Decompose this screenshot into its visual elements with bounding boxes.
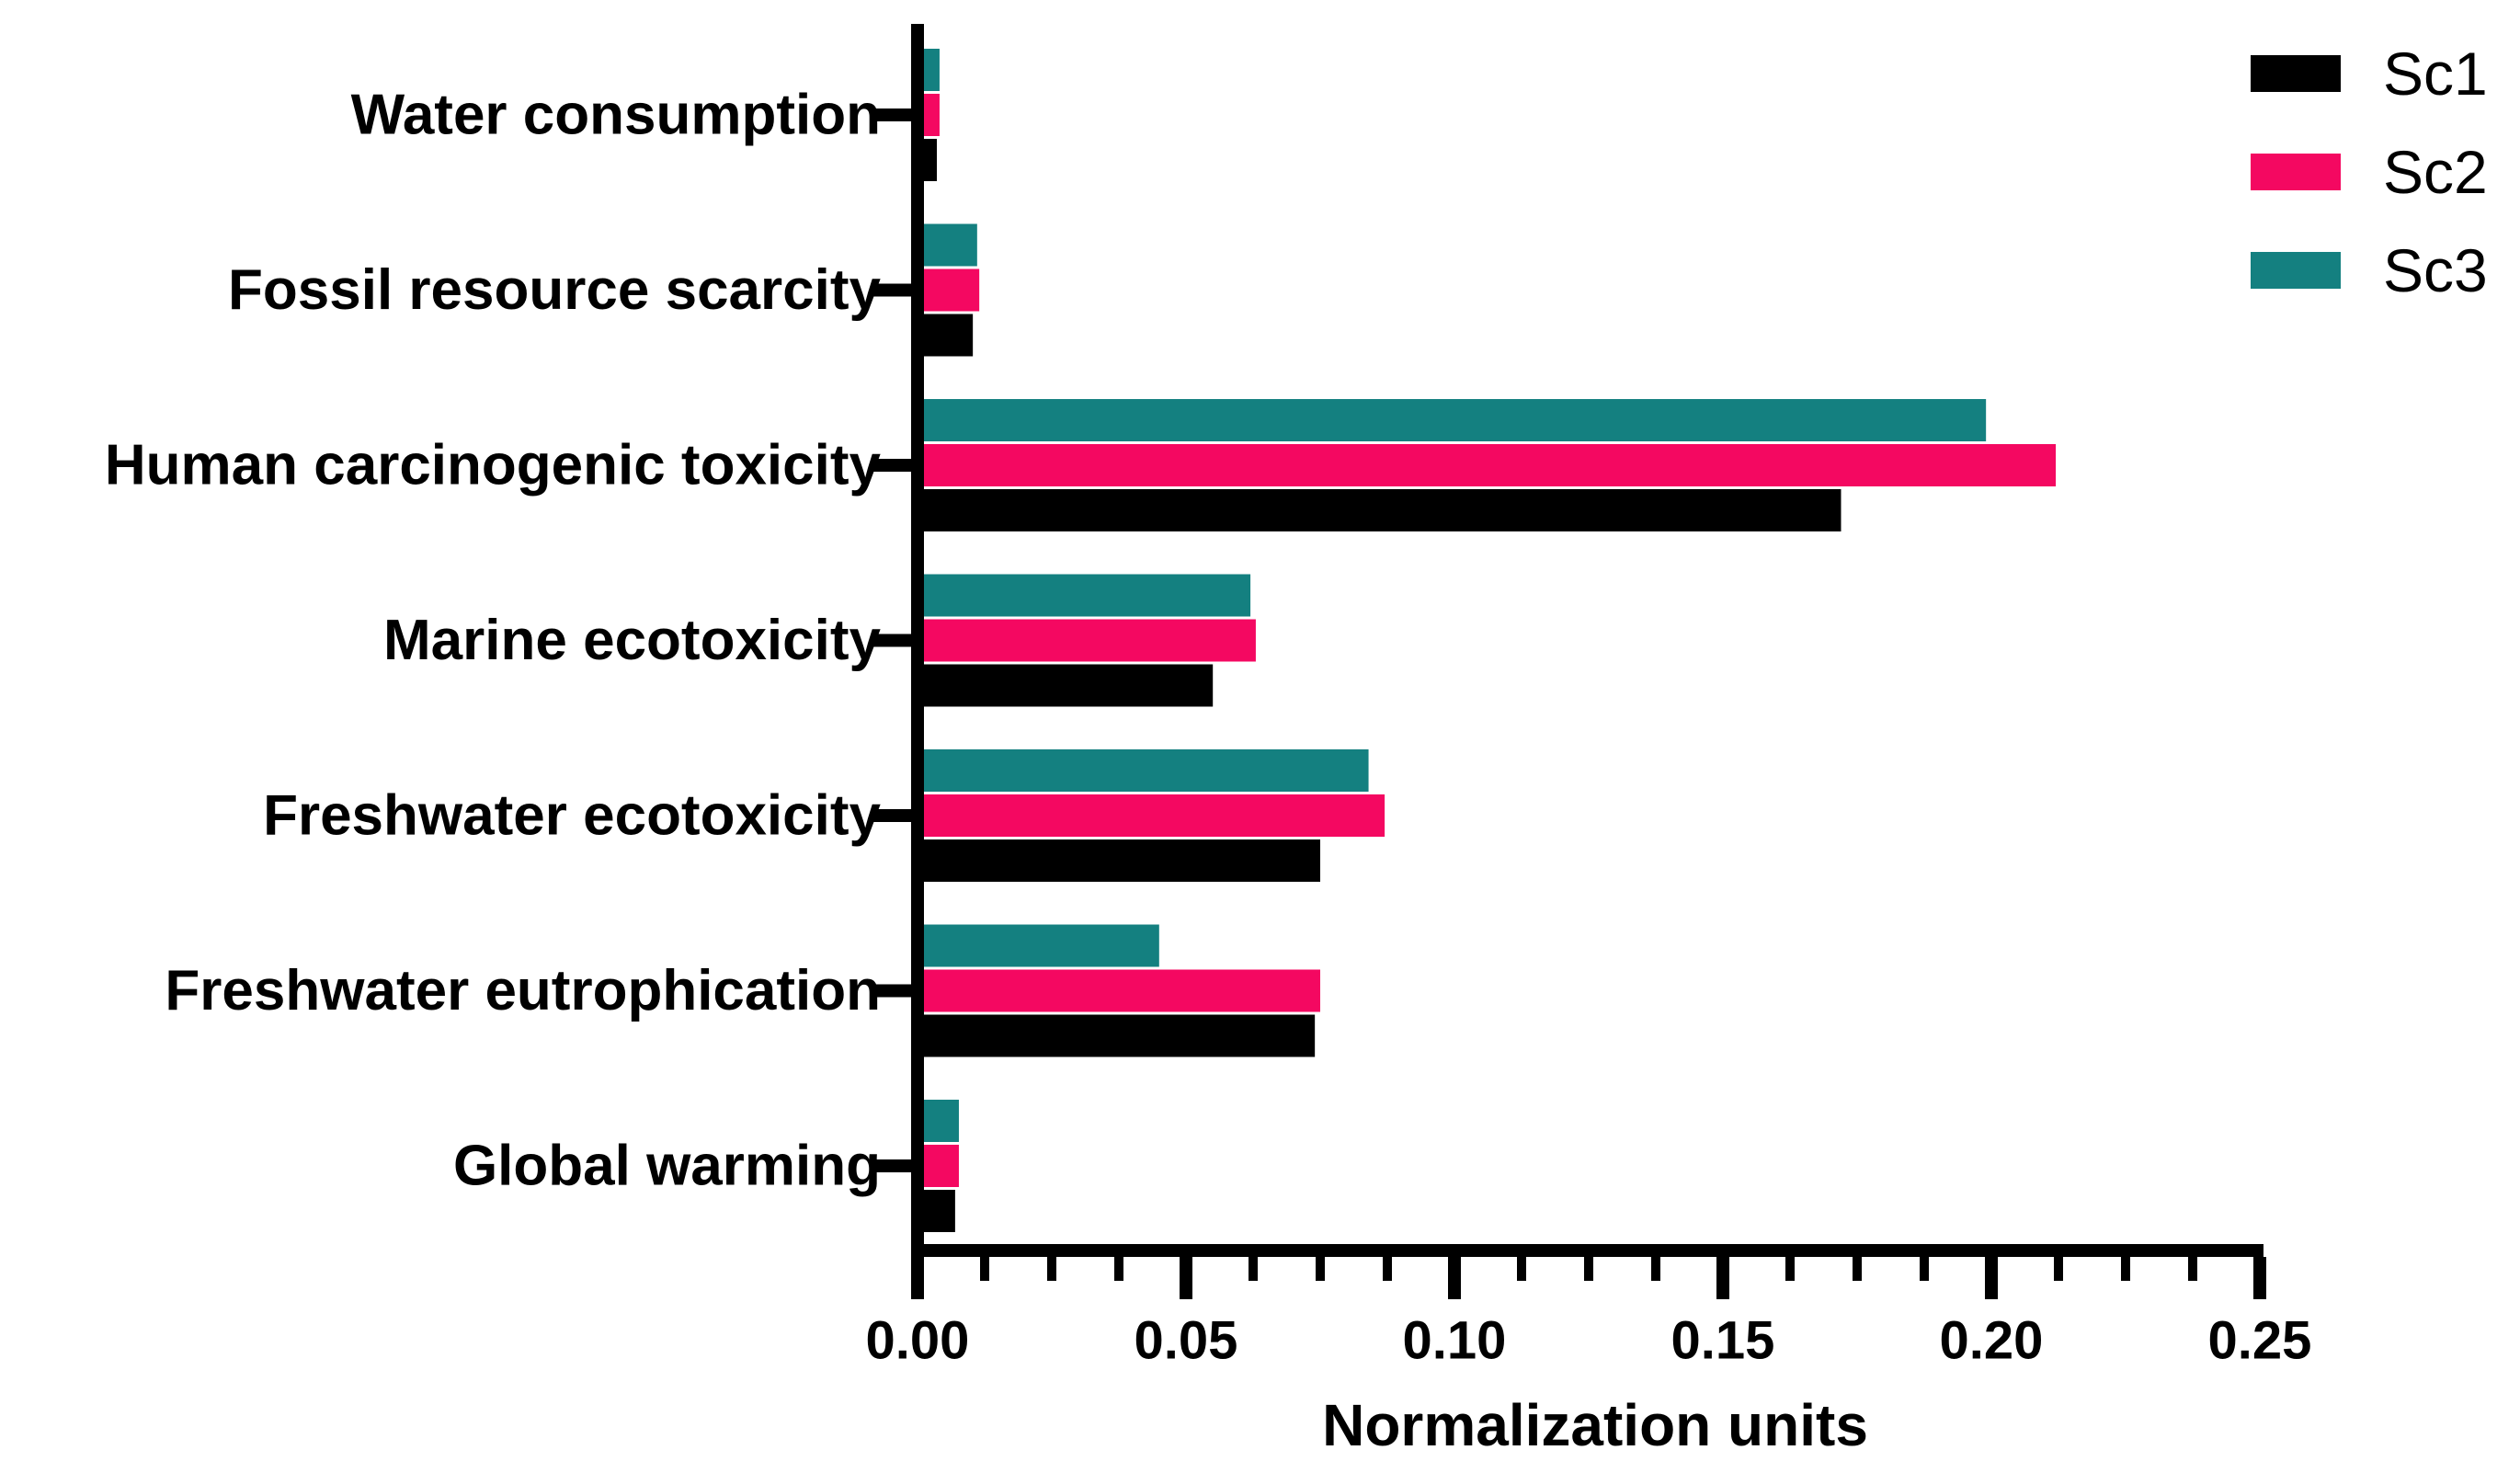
category-label-human-carcinogenic-toxicity: Human carcinogenic toxicity [105,434,882,497]
x-minor-tick [980,1257,989,1281]
bar-sc3-freshwater-ecotoxicity [918,749,1369,792]
bar-sc2-global-warming [918,1145,959,1187]
category-label-water-consumption: Water consumption [351,84,881,147]
bar-sc3-human-carcinogenic-toxicity [918,399,1987,441]
bar-sc1-freshwater-eutrophication [918,1014,1316,1057]
category-label-fossil-resource-scarcity: Fossil resource scarcity [228,258,881,322]
x-minor-tick [1249,1257,1258,1281]
legend-swatch-sc3 [2251,252,2341,289]
x-minor-tick [1920,1257,1929,1281]
x-minor-tick [1651,1257,1660,1281]
x-tick-label-0.00: 0.00 [866,1311,970,1371]
y-tick-fossil-resource-scarcity [872,283,911,297]
category-label-freshwater-ecotoxicity: Freshwater ecotoxicity [263,784,881,848]
legend: Sc1 Sc2 Sc3 [2251,43,2488,350]
y-tick-global-warming [872,1159,911,1172]
bar-sc3-freshwater-eutrophication [918,924,1159,967]
x-tick-label-0.05: 0.05 [1135,1311,1238,1371]
bar-sc2-human-carcinogenic-toxicity [918,444,2057,486]
bar-sc2-freshwater-ecotoxicity [918,794,1385,837]
legend-label-sc1: Sc1 [2383,40,2488,108]
x-minor-tick [1584,1257,1593,1281]
x-minor-tick [1114,1257,1123,1281]
y-tick-freshwater-eutrophication [872,984,911,998]
x-major-tick-0.05 [1180,1257,1192,1299]
bar-sc1-marine-ecotoxicity [918,664,1214,707]
legend-item-sc1: Sc1 [2251,43,2488,104]
bar-sc2-freshwater-eutrophication [918,969,1320,1012]
x-minor-tick [2121,1257,2130,1281]
x-tick-label-0.25: 0.25 [2208,1311,2312,1371]
category-label-global-warming: Global warming [453,1135,881,1198]
x-major-tick-0.00 [911,1257,924,1299]
x-minor-tick [1383,1257,1392,1281]
category-label-marine-ecotoxicity: Marine ecotoxicity [383,609,881,672]
x-minor-tick [1316,1257,1325,1281]
bar-sc1-human-carcinogenic-toxicity [918,489,1842,531]
bar-sc3-global-warming [918,1100,959,1142]
y-tick-marine-ecotoxicity [872,634,911,647]
x-axis-title: Normalization units [1322,1392,1868,1458]
x-major-tick-0.10 [1448,1257,1461,1299]
x-minor-tick [1517,1257,1526,1281]
x-major-tick-0.25 [2253,1257,2266,1299]
y-tick-freshwater-ecotoxicity [872,809,911,822]
legend-label-sc2: Sc2 [2383,138,2488,206]
bar-sc1-freshwater-ecotoxicity [918,839,1320,882]
x-tick-label-0.15: 0.15 [1671,1311,1775,1371]
category-label-freshwater-eutrophication: Freshwater eutrophication [165,959,881,1022]
x-axis-baseline [911,1244,2263,1257]
bar-sc3-fossil-resource-scarcity [918,223,977,267]
bar-sc2-fossil-resource-scarcity [918,268,980,312]
x-minor-tick [2188,1257,2197,1281]
x-tick-label-0.20: 0.20 [1940,1311,2044,1371]
y-tick-water-consumption [872,108,911,121]
x-minor-tick [1853,1257,1862,1281]
legend-item-sc2: Sc2 [2251,142,2488,202]
bar-sc2-marine-ecotoxicity [918,619,1256,662]
legend-swatch-sc1 [2251,55,2341,92]
x-tick-label-0.10: 0.10 [1403,1311,1507,1371]
legend-item-sc3: Sc3 [2251,240,2488,301]
bar-sc3-marine-ecotoxicity [918,574,1251,617]
x-minor-tick [1047,1257,1056,1281]
x-major-tick-0.20 [1985,1257,1998,1299]
y-tick-human-carcinogenic-toxicity [872,459,911,472]
legend-swatch-sc2 [2251,154,2341,190]
x-minor-tick [2054,1257,2063,1281]
legend-label-sc3: Sc3 [2383,236,2488,304]
bar-sc1-fossil-resource-scarcity [918,314,974,357]
x-major-tick-0.15 [1716,1257,1729,1299]
x-minor-tick [1785,1257,1795,1281]
y-axis-spine [911,24,924,1257]
